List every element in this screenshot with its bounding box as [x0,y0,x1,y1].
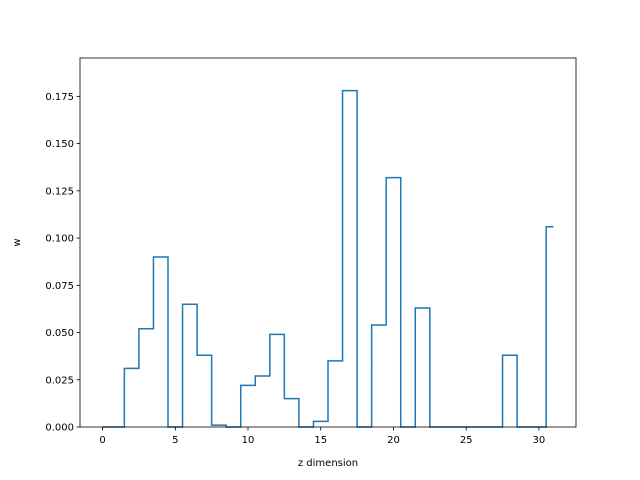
y-tick-label: 0.100 [45,234,74,245]
x-axis-ticks: 0 5 10 15 20 25 30 [99,427,545,446]
y-tick-label: 0.150 [45,139,74,150]
x-tick-label: 30 [533,435,546,446]
x-axis-label: z dimension [298,458,358,469]
x-tick-label: 15 [314,435,327,446]
y-axis-ticks: 0.000 0.025 0.050 0.075 0.100 0.125 0.150 0.175 [45,92,80,434]
axes-frame [79,57,577,428]
y-tick-label: 0.025 [45,375,74,386]
y-axis-label: w [12,238,23,246]
x-tick-label: 10 [242,435,255,446]
y-tick-label: 0.125 [45,186,74,197]
y-tick-label: 0.000 [45,423,74,434]
y-tick-label: 0.175 [45,92,74,103]
y-tick-label: 0.050 [45,328,74,339]
x-tick-label: 5 [172,435,178,446]
x-tick-label: 25 [460,435,473,446]
plot-area [79,57,577,428]
x-tick-label: 0 [99,435,105,446]
x-tick-label: 20 [387,435,400,446]
y-tick-label: 0.075 [45,281,74,292]
